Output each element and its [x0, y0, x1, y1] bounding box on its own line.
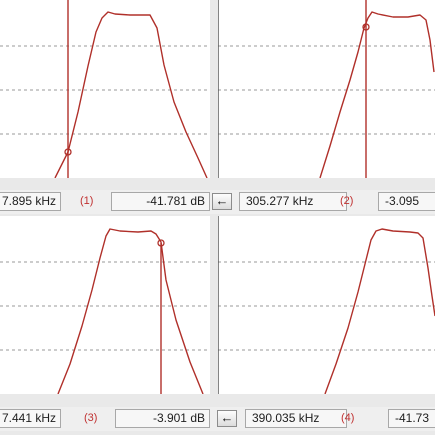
marker-index-label: (3): [84, 412, 98, 424]
plot-3-canvas: [0, 228, 210, 394]
plot-4-canvas: [218, 216, 435, 394]
marker-index-label: (1): [80, 195, 94, 207]
plot-1-canvas: [0, 0, 210, 178]
response-curve: [324, 228, 435, 394]
level-readout: -41.781 dB: [111, 192, 210, 211]
response-curve: [319, 11, 435, 178]
arrow-left-icon[interactable]: ←: [217, 410, 237, 427]
marker-circle: [157, 239, 165, 247]
readout-bar-1: 7.895 kHz (1) -41.781 dB: [0, 190, 212, 214]
frequency-readout: 7.895 kHz: [0, 192, 61, 211]
spectrum-plot-4[interactable]: [218, 216, 435, 394]
marker-circle: [362, 23, 370, 31]
frequency-readout: 305.277 kHz: [239, 192, 347, 211]
marker-circle: [64, 148, 72, 156]
readout-bar-4: ← 390.035 kHz (4) -41.73: [212, 407, 435, 431]
frequency-readout: 390.035 kHz: [245, 409, 347, 428]
response-curve: [57, 228, 204, 394]
response-curve: [54, 11, 208, 178]
marker-index-label: (4): [341, 412, 355, 424]
level-readout: -41.73: [388, 409, 435, 428]
level-readout: -3.095: [378, 192, 435, 211]
frequency-readout: 7.441 kHz: [0, 409, 61, 428]
arrow-left-icon[interactable]: ←: [212, 193, 232, 210]
marker-index-label: (2): [340, 195, 354, 207]
readout-bar-3: 7.441 kHz (3) -3.901 dB: [0, 407, 212, 431]
spectrum-plot-3[interactable]: [0, 216, 210, 394]
plot-2-canvas: [218, 0, 435, 178]
level-readout: -3.901 dB: [115, 409, 210, 428]
spectrum-plot-1[interactable]: [0, 0, 210, 178]
spectrum-plot-2[interactable]: [218, 0, 435, 178]
readout-bar-2: ← 305.277 kHz (2) -3.095: [212, 190, 435, 214]
